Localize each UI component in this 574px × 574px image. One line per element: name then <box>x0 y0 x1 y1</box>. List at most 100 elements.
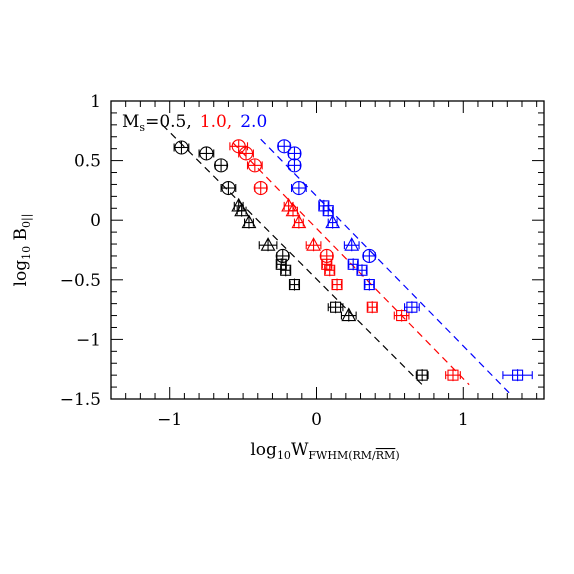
legend-entry-2: 2.0 <box>240 112 267 132</box>
x-tick-label: 0 <box>311 410 322 430</box>
data-point <box>327 301 344 314</box>
data-point <box>253 180 268 196</box>
x-axis-label-log: log <box>250 440 277 460</box>
data-points <box>173 139 533 382</box>
data-point <box>288 278 301 291</box>
y-axis-label-base: 10 <box>20 246 33 260</box>
data-point <box>290 180 307 196</box>
y-tick-label: 1 <box>90 92 101 112</box>
marker-circle <box>199 146 214 161</box>
marker-circle <box>221 180 236 196</box>
y-tick-label: 0.5 <box>74 152 101 172</box>
fit-line <box>232 142 470 386</box>
marker-square <box>396 310 408 322</box>
data-point <box>340 307 357 322</box>
legend-entry-1: 1.0, <box>200 112 232 132</box>
x-axis-label: log10WFWHM(RM/RM) <box>250 440 399 462</box>
marker-circle <box>277 139 292 154</box>
marker-square <box>356 264 368 276</box>
marker-triangle <box>341 307 357 322</box>
data-point <box>366 301 378 314</box>
y-axis-label-var: B <box>11 228 31 241</box>
legend-entry-0: =0.5, <box>145 112 192 132</box>
legend-prefix: M <box>122 112 139 132</box>
data-point <box>234 202 250 217</box>
marker-square <box>288 279 301 291</box>
data-point <box>404 301 420 314</box>
y-tick-label: −1 <box>76 330 101 350</box>
tick-labels: −1 0 1 −1.5 −1 −0.5 0 0.5 1 <box>60 92 469 430</box>
plot-frame <box>110 100 545 400</box>
data-point <box>445 369 461 382</box>
marker-circle <box>174 140 189 155</box>
data-point <box>291 214 307 229</box>
x-tick-label: −1 <box>157 410 182 430</box>
data-point <box>356 264 368 277</box>
y-axis-label: log10 B0|| <box>11 214 34 287</box>
x-axis-label-varsub-close: ) <box>395 449 399 462</box>
marker-triangle <box>291 214 307 229</box>
marker-square <box>321 258 333 270</box>
data-point <box>241 214 257 229</box>
data-point <box>362 248 377 264</box>
data-point <box>198 146 215 161</box>
marker-circle <box>253 180 268 196</box>
marker-square <box>347 258 359 270</box>
marker-square <box>416 369 428 381</box>
legend: Ms=0.5, 1.0, 2.0 <box>122 112 267 134</box>
marker-square <box>447 369 459 381</box>
data-point <box>324 264 336 277</box>
data-point <box>220 180 237 196</box>
marker-circle <box>247 158 262 173</box>
y-axis-label-log: log <box>11 260 31 287</box>
data-point <box>415 369 429 382</box>
marker-circle <box>291 180 306 196</box>
marker-triangle <box>344 237 360 251</box>
data-point <box>214 158 229 173</box>
axis-ticks <box>110 100 544 400</box>
marker-square <box>363 279 375 291</box>
fit-line <box>161 124 423 386</box>
marker-square <box>324 264 336 276</box>
data-point <box>287 158 302 173</box>
data-point <box>325 214 341 229</box>
data-point <box>280 264 292 277</box>
data-point <box>321 258 333 271</box>
data-point <box>322 204 334 217</box>
legend-prefix-sub: s <box>139 121 145 134</box>
marker-square <box>322 205 334 217</box>
data-point <box>246 158 263 173</box>
marker-triangle <box>325 214 341 229</box>
marker-square <box>366 301 378 313</box>
marker-square <box>331 279 343 291</box>
marker-triangle <box>260 237 276 251</box>
marker-triangle <box>234 202 250 217</box>
marker-square <box>406 301 418 313</box>
data-point <box>238 146 254 161</box>
fit-lines <box>161 124 513 396</box>
data-point <box>319 248 334 264</box>
marker-square <box>280 264 292 276</box>
marker-square <box>330 301 342 313</box>
data-point <box>287 146 302 161</box>
y-tick-label: −0.5 <box>60 271 101 291</box>
data-point <box>393 309 410 322</box>
x-axis-label-varsub-bar: RM <box>376 449 396 462</box>
data-point <box>275 248 290 264</box>
data-point <box>173 140 190 155</box>
y-tick-label: 0 <box>90 211 101 231</box>
marker-circle <box>238 146 254 161</box>
data-point <box>305 237 322 252</box>
marker-triangle <box>306 237 321 251</box>
marker-circle <box>275 248 290 264</box>
marker-circle <box>214 158 229 173</box>
x-axis-label-varsub: FWHM(RM/ <box>308 449 376 462</box>
marker-square <box>512 369 524 381</box>
fit-line <box>260 138 513 396</box>
x-axis-label-var: W <box>291 440 309 460</box>
data-point <box>258 237 278 252</box>
marker-triangle <box>285 202 301 217</box>
x-axis-label-base: 10 <box>277 449 291 462</box>
data-point <box>285 202 301 217</box>
